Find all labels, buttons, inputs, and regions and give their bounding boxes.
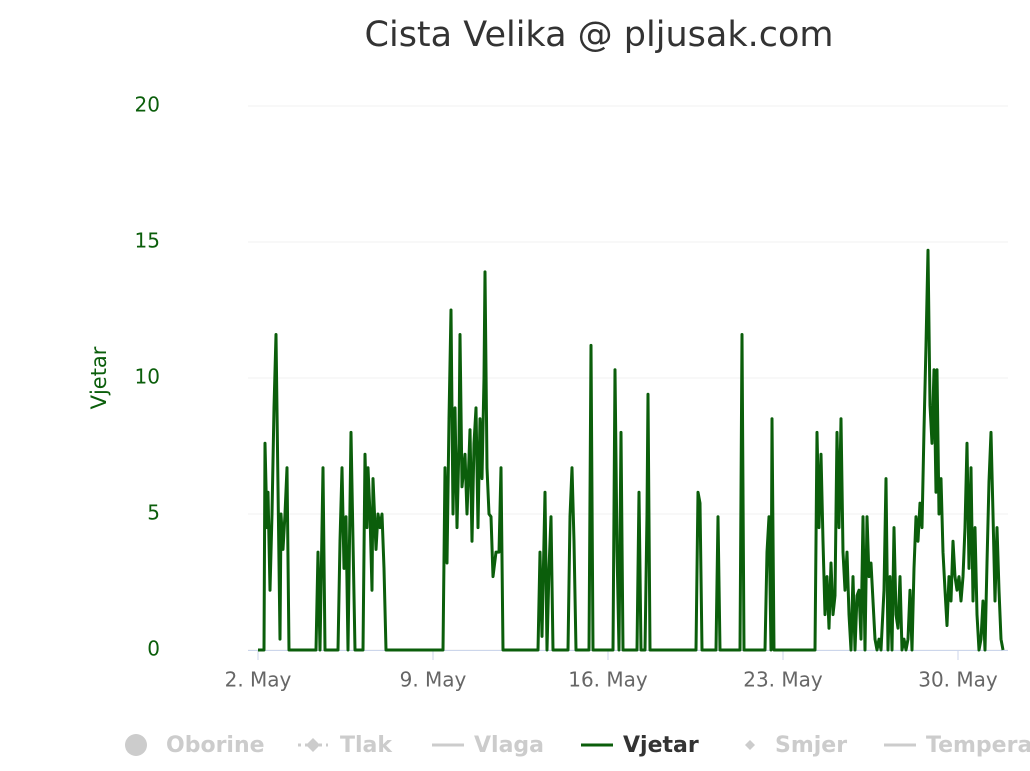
legend-item[interactable]: Vlaga xyxy=(432,733,544,758)
legend-label: Smjer xyxy=(775,733,847,758)
legend-item[interactable]: Smjer xyxy=(745,733,847,758)
legend-label: Vlaga xyxy=(474,733,544,758)
legend-item[interactable]: Vjetar xyxy=(581,733,699,758)
x-tick-label: 2. May xyxy=(225,668,292,692)
y-tick-label: 0 xyxy=(147,637,160,661)
y-axis-title: Vjetar xyxy=(87,346,111,409)
y-tick-label: 15 xyxy=(135,229,160,253)
legend-item[interactable]: Oborine xyxy=(125,733,265,758)
legend-symbol xyxy=(125,734,147,756)
legend-label: Tlak xyxy=(340,733,393,758)
x-tick-label: 9. May xyxy=(400,668,467,692)
x-tick-label: 23. May xyxy=(743,668,823,692)
legend-item[interactable]: Temperatura xyxy=(884,733,1030,758)
legend-item[interactable]: Tlak xyxy=(298,733,393,758)
y-tick-label: 20 xyxy=(135,93,160,117)
legend-label: Temperatura xyxy=(926,733,1030,758)
legend-label: Vjetar xyxy=(623,733,699,758)
y-tick-label: 5 xyxy=(147,501,160,525)
x-tick-label: 30. May xyxy=(918,668,998,692)
legend-symbol xyxy=(745,740,755,750)
data-line xyxy=(258,248,1005,652)
chart-title: Cista Velika @ pljusak.com xyxy=(365,15,834,55)
legend-symbol xyxy=(306,738,320,752)
legend-label: Oborine xyxy=(166,733,265,758)
x-tick-label: 16. May xyxy=(568,668,648,692)
y-tick-label: 10 xyxy=(135,365,160,389)
